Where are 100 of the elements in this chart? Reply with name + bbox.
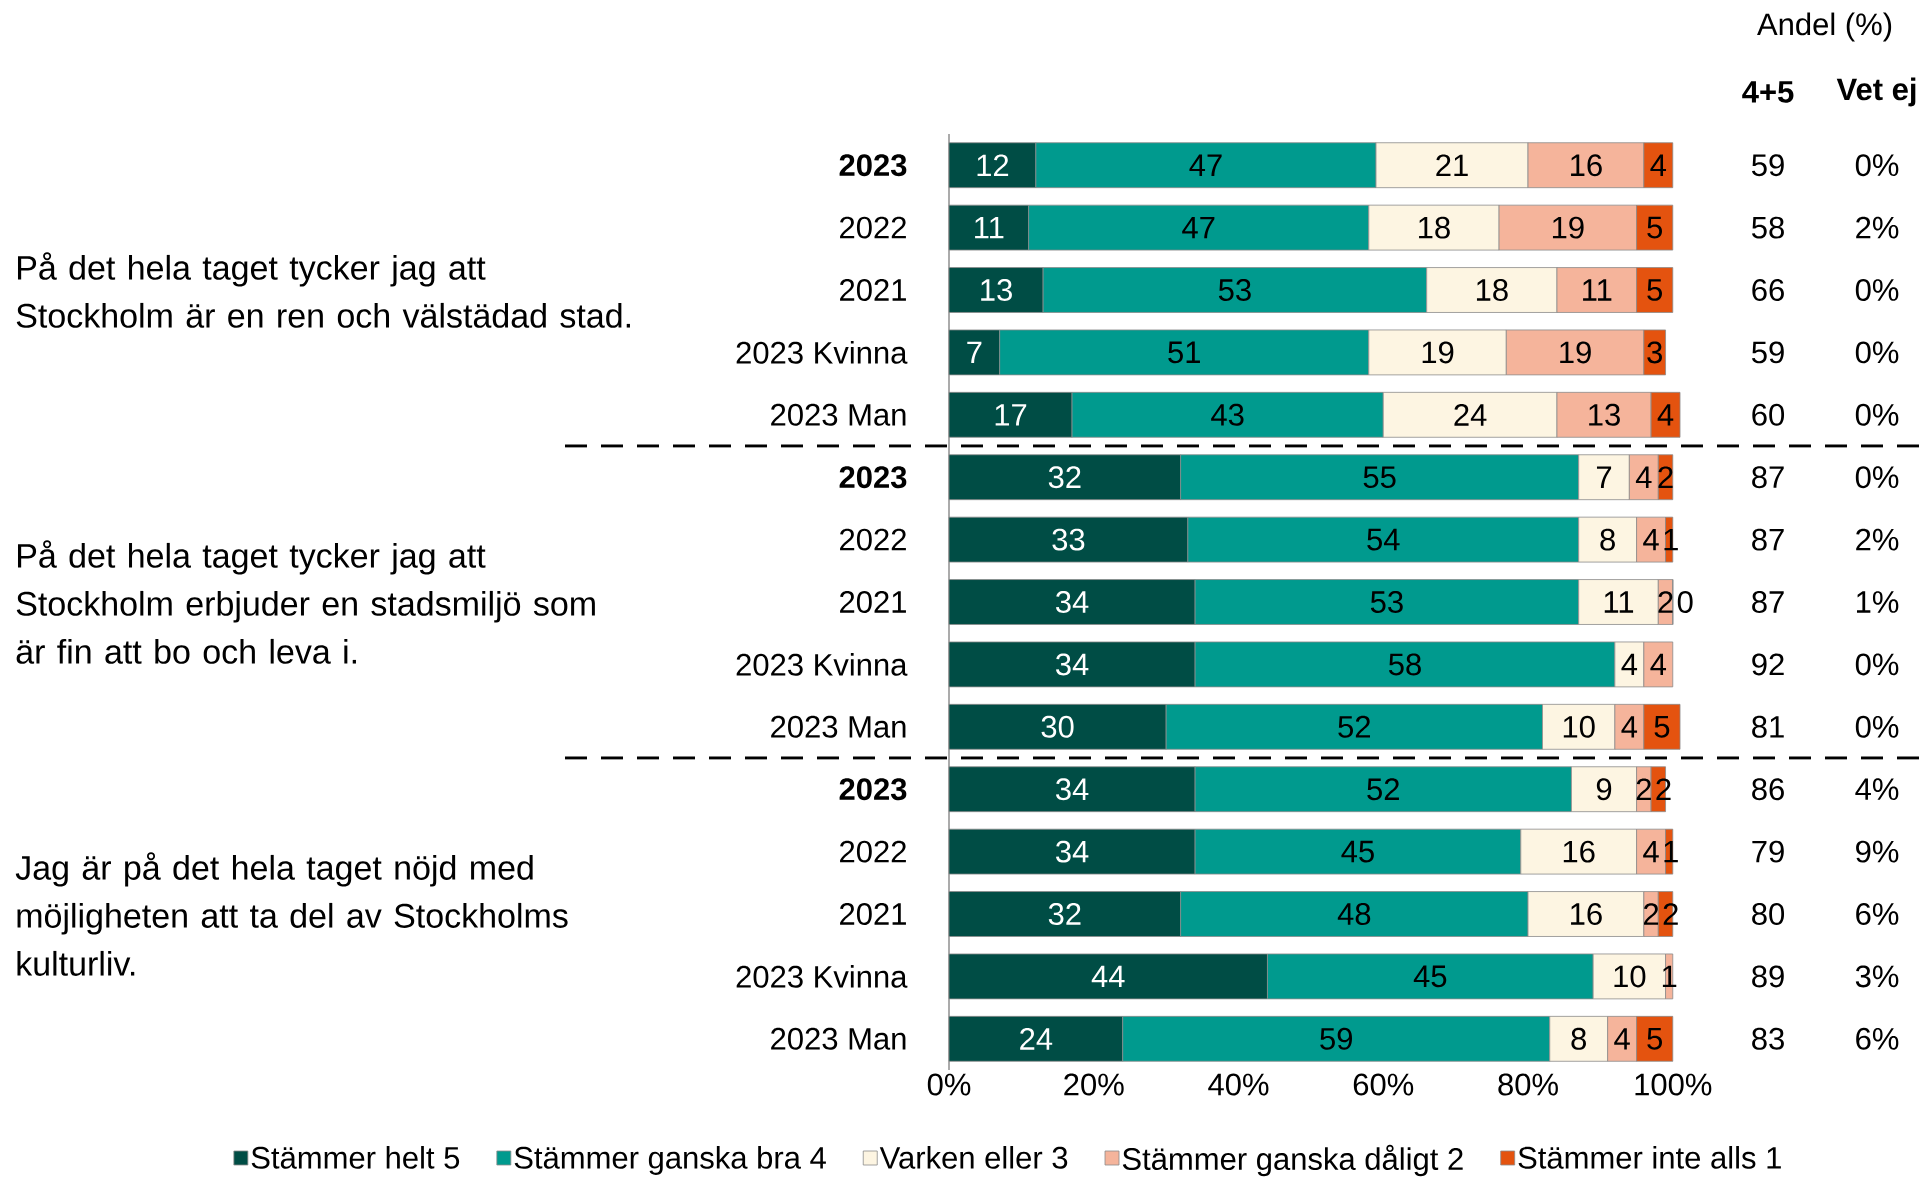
data-label: 4 <box>1650 154 1667 176</box>
data-label: 11 <box>1604 591 1634 613</box>
data-label: 53 <box>1370 591 1403 613</box>
legend-label: Stämmer helt 5 <box>251 1146 460 1169</box>
data-label: 45 <box>1413 965 1447 988</box>
text: 2% <box>1856 216 1899 239</box>
data-label: 1 <box>1662 965 1677 988</box>
data-label: 18 <box>1419 216 1450 239</box>
data-label: 48 <box>1337 903 1371 925</box>
text: 0% <box>1855 403 1899 426</box>
y-tick-label: 2022 <box>840 528 906 551</box>
text: 1% <box>1856 591 1899 613</box>
y-tick-label: 2021 <box>840 279 906 301</box>
y-tick-label: 2023 Kvinna <box>736 965 908 988</box>
text: 0% <box>1855 154 1899 177</box>
y-tick-label: 2023 Kvinna <box>736 341 908 364</box>
data-label: 51 <box>1168 341 1200 364</box>
y-tick-label: 2022 <box>840 216 906 239</box>
text: 66 <box>1752 279 1784 301</box>
data-label: 4 <box>1614 1028 1630 1050</box>
text: 92 <box>1752 653 1784 676</box>
data-label: 24 <box>1454 404 1487 426</box>
data-label: 2 <box>1636 778 1651 801</box>
text: 59 <box>1752 341 1784 364</box>
data-label: 17 <box>995 404 1027 426</box>
data-label: 52 <box>1338 715 1370 738</box>
text: 86 <box>1752 778 1784 801</box>
y-tick-label: 2023 <box>839 154 907 177</box>
data-label: 21 <box>1436 154 1468 177</box>
data-label: 4 <box>1621 716 1638 738</box>
data-label: 58 <box>1388 653 1421 676</box>
data-label: 34 <box>1055 840 1089 863</box>
text: 83 <box>1752 1027 1784 1050</box>
data-label: 9 <box>1596 778 1612 801</box>
text: 0% <box>1855 715 1899 738</box>
data-label: 34 <box>1055 591 1089 613</box>
legend-label: Stämmer ganska dåligt 2 <box>1122 1144 1463 1177</box>
text: 87 <box>1752 466 1784 489</box>
y-tick-label: 2023 Kvinna <box>736 653 908 676</box>
text: 3% <box>1855 965 1899 988</box>
data-label: 47 <box>1189 154 1222 176</box>
legend-label: Stämmer inte alls 1 <box>1518 1146 1781 1169</box>
data-label: 43 <box>1211 403 1244 426</box>
data-label: 54 <box>1367 528 1400 551</box>
data-label: 8 <box>1600 528 1615 551</box>
data-label: 32 <box>1048 903 1081 925</box>
data-label: 13 <box>981 279 1012 301</box>
text: 6% <box>1856 1027 1899 1050</box>
text: 79 <box>1752 840 1784 863</box>
data-label: 12 <box>977 154 1009 177</box>
data-label: 4 <box>1621 653 1638 676</box>
data-label: 4 <box>1643 528 1659 551</box>
data-label: 4 <box>1635 466 1652 488</box>
x-tick-label: 100% <box>1635 1073 1712 1096</box>
text: Vet ej <box>1836 77 1916 107</box>
data-label: 44 <box>1091 965 1125 988</box>
text: 81 <box>1752 715 1784 738</box>
data-label: 16 <box>1563 840 1595 863</box>
data-label: 7 <box>967 341 982 364</box>
data-label: 5 <box>1647 216 1662 239</box>
y-tick-label: 2021 <box>840 903 906 925</box>
text: 4% <box>1855 778 1899 801</box>
y-tick-label: 2022 <box>840 840 906 863</box>
text: 87 <box>1752 528 1784 551</box>
text: 58 <box>1752 216 1784 239</box>
data-label: 53 <box>1218 279 1251 301</box>
data-label: 4 <box>1657 404 1674 426</box>
data-label: 10 <box>1563 715 1595 738</box>
text: 80 <box>1752 903 1785 925</box>
data-label: 19 <box>1552 216 1584 239</box>
data-label: 10 <box>1614 965 1646 988</box>
text: 0% <box>1855 341 1899 364</box>
data-label: 18 <box>1476 279 1508 301</box>
text: 0% <box>1855 653 1899 676</box>
data-label: 4 <box>1643 840 1659 863</box>
y-tick-label: 2023 <box>839 466 907 489</box>
x-tick-label: 80% <box>1498 1073 1558 1096</box>
text: 2% <box>1856 528 1899 551</box>
y-tick-label: 2023 <box>839 778 907 801</box>
data-label: 2 <box>1644 903 1659 925</box>
data-label: 47 <box>1182 216 1215 239</box>
text: På det hela taget tycker jag att Stockholm erbjuder en stadsmiljö som är fin att bo och leva i. <box>16 540 595 664</box>
legend-label: Stämmer ganska bra 4 <box>514 1146 826 1175</box>
text: Jag är på det hela taget nöjd med möjligheten att ta del av Stockholms kulturliv. <box>15 852 568 976</box>
x-tick-label: 20% <box>1064 1073 1124 1096</box>
y-tick-label: 2021 <box>840 591 906 613</box>
data-label: 16 <box>1571 154 1602 177</box>
text: Andel (%) <box>1757 12 1892 42</box>
data-label: 8 <box>1571 1027 1586 1050</box>
text: På det hela taget tycker jag att Stockholm är en ren och välstädad stad. <box>16 252 630 328</box>
data-label: 19 <box>1560 341 1591 364</box>
text: 60 <box>1752 403 1785 426</box>
data-label: 16 <box>1571 903 1602 925</box>
text: 89 <box>1752 965 1784 988</box>
y-tick-label: 2023 Man <box>771 1027 906 1050</box>
data-label: 33 <box>1052 528 1085 551</box>
data-label: 11 <box>1583 279 1612 301</box>
text: 59 <box>1752 154 1784 177</box>
data-label: 2 <box>1658 591 1673 613</box>
y-tick-label: 2023 Man <box>771 715 906 738</box>
